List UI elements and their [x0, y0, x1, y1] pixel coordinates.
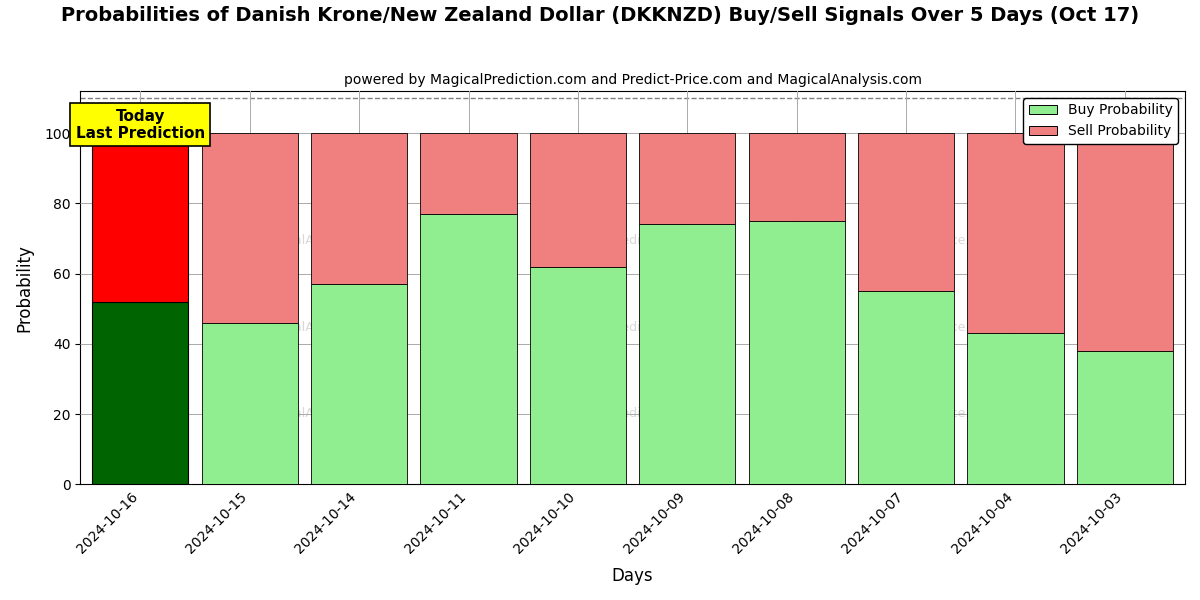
- Bar: [202, 133, 298, 323]
- Bar: [311, 284, 407, 484]
- Bar: [749, 133, 845, 221]
- Bar: [1076, 133, 1172, 351]
- Legend: Buy Probability, Sell Probability: Buy Probability, Sell Probability: [1024, 98, 1178, 144]
- Y-axis label: Probability: Probability: [14, 244, 32, 332]
- Bar: [640, 133, 736, 224]
- Bar: [202, 323, 298, 484]
- Bar: [92, 133, 188, 302]
- Bar: [529, 266, 626, 484]
- Bar: [858, 133, 954, 291]
- Text: MagicalPrediction.com: MagicalPrediction.com: [562, 320, 703, 334]
- Bar: [640, 224, 736, 484]
- Text: MagicalAnalysis.com: MagicalAnalysis.com: [258, 234, 389, 247]
- Bar: [92, 302, 188, 484]
- Text: MagicalAnalysis.com: MagicalAnalysis.com: [258, 320, 389, 334]
- Title: powered by MagicalPrediction.com and Predict-Price.com and MagicalAnalysis.com: powered by MagicalPrediction.com and Pre…: [343, 73, 922, 87]
- Text: Predict-Price.com: Predict-Price.com: [887, 234, 996, 247]
- Text: Probabilities of Danish Krone/New Zealand Dollar (DKKNZD) Buy/Sell Signals Over : Probabilities of Danish Krone/New Zealan…: [61, 6, 1139, 25]
- Bar: [1076, 351, 1172, 484]
- Text: MagicalAnalysis.com: MagicalAnalysis.com: [258, 407, 389, 420]
- Text: MagicalPrediction.com: MagicalPrediction.com: [562, 234, 703, 247]
- X-axis label: Days: Days: [612, 567, 654, 585]
- Bar: [967, 133, 1063, 334]
- Bar: [529, 133, 626, 266]
- Text: Today
Last Prediction: Today Last Prediction: [76, 109, 205, 141]
- Text: MagicalPrediction.com: MagicalPrediction.com: [562, 407, 703, 420]
- Bar: [749, 221, 845, 484]
- Bar: [858, 291, 954, 484]
- Bar: [420, 133, 517, 214]
- Bar: [420, 214, 517, 484]
- Bar: [311, 133, 407, 284]
- Bar: [967, 334, 1063, 484]
- Text: Predict-Price.com: Predict-Price.com: [887, 407, 996, 420]
- Text: Predict-Price.com: Predict-Price.com: [887, 320, 996, 334]
